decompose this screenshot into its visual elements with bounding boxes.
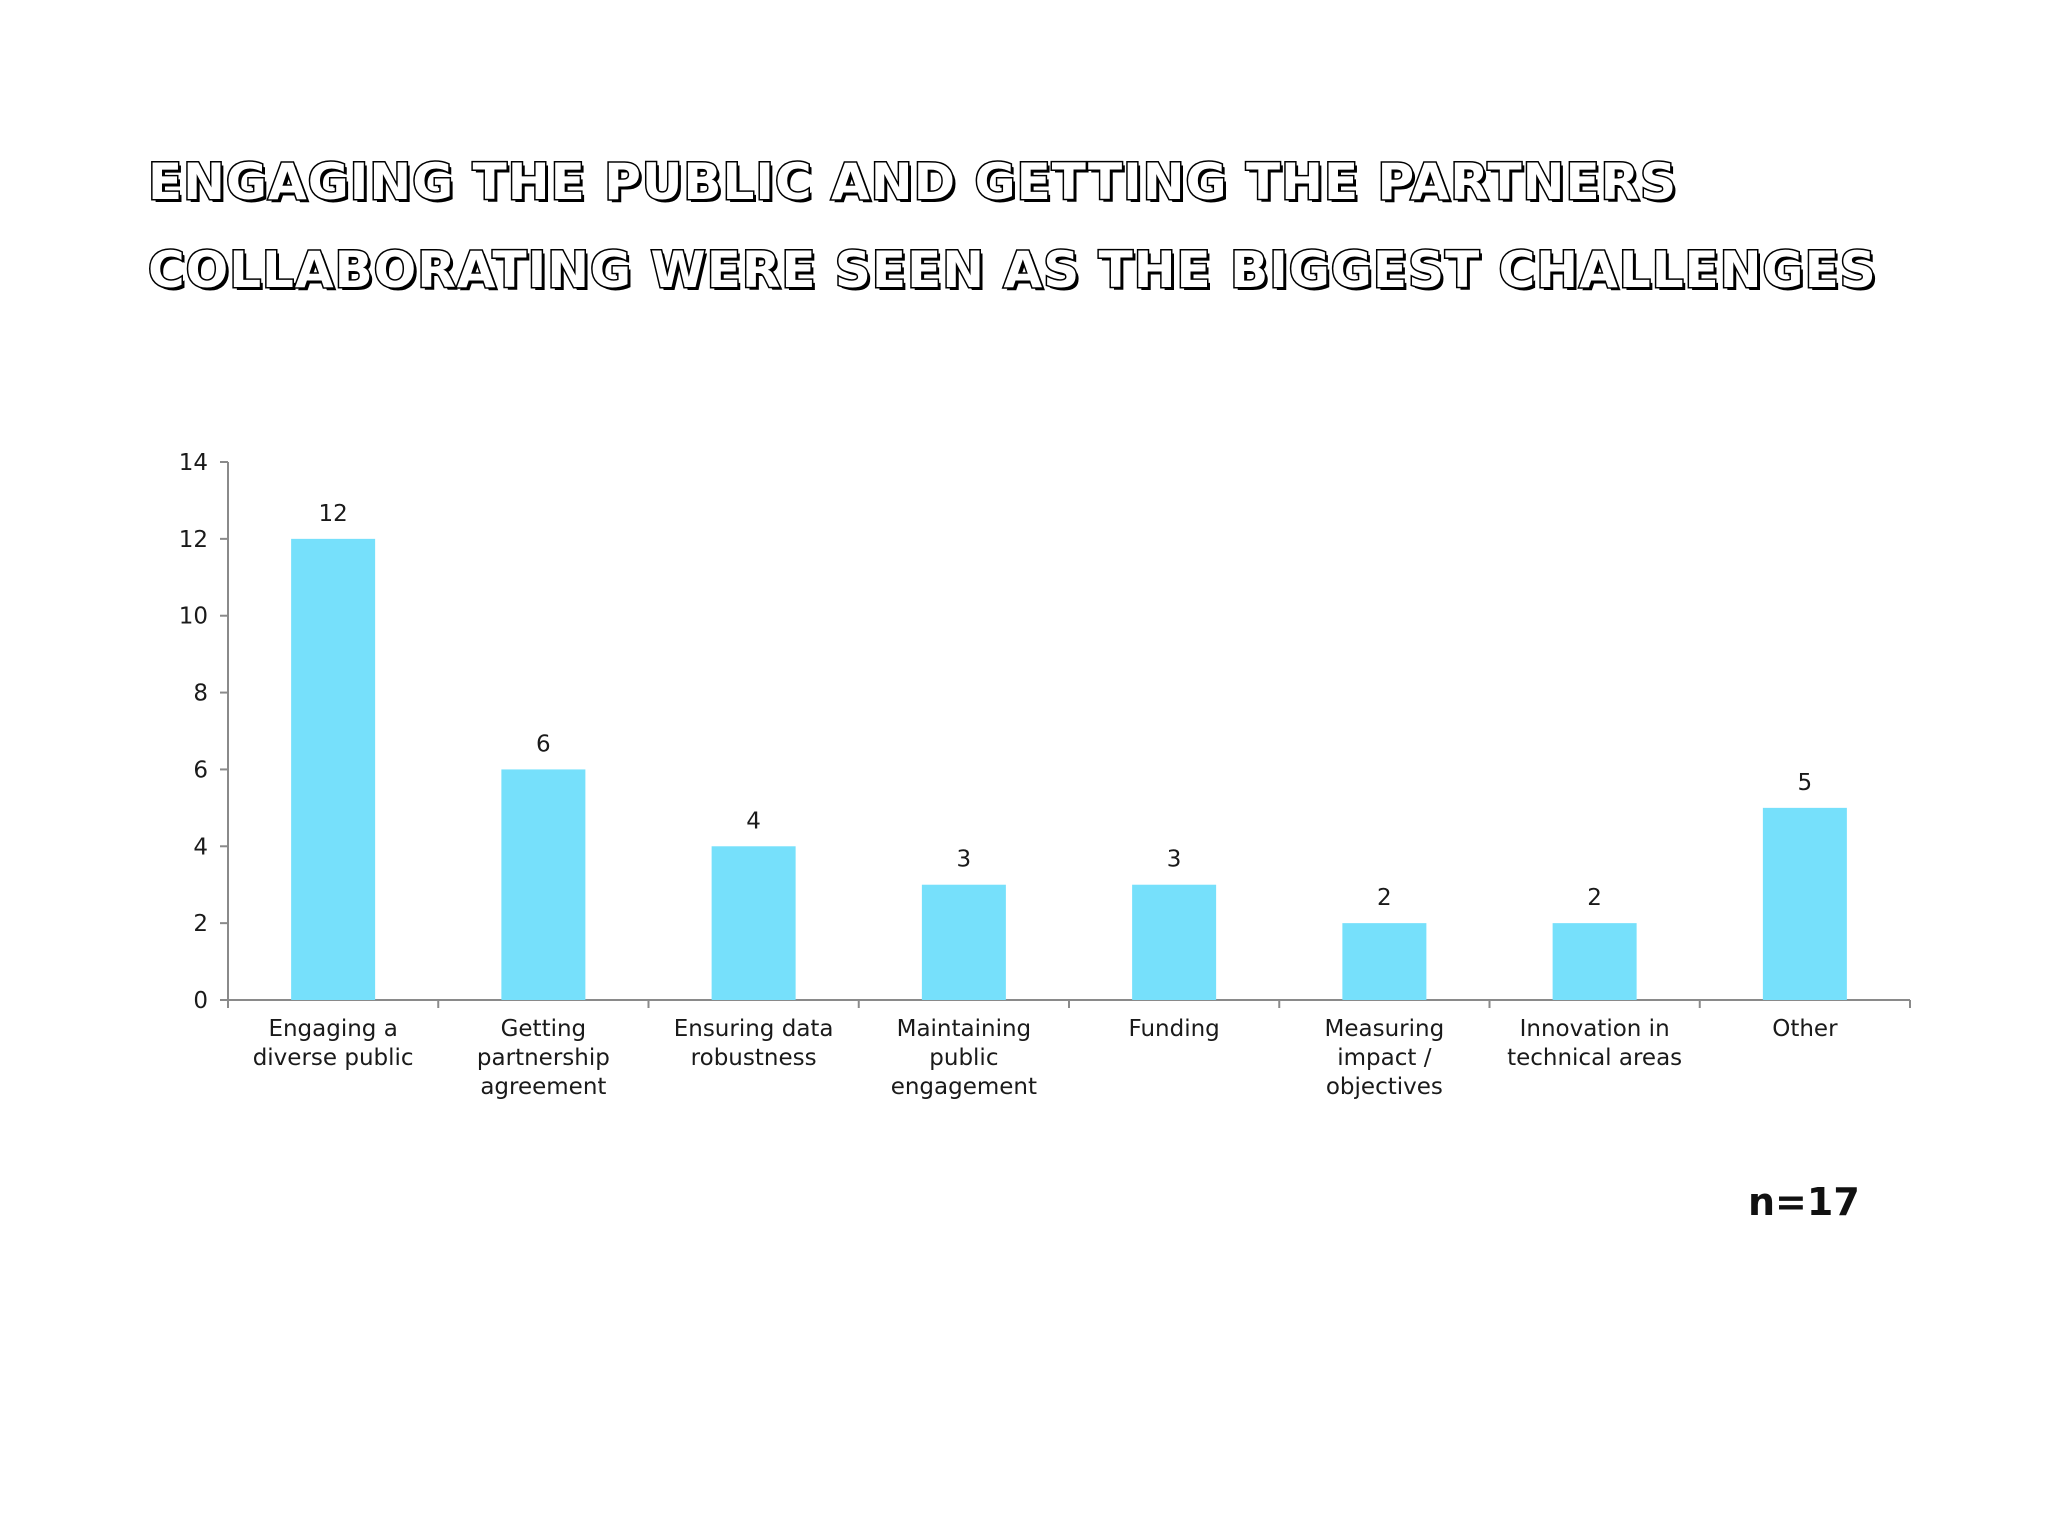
category-labels: Engaging a diverse public Getting partnersh… [253, 1016, 1838, 1100]
x-axis [227, 999, 1911, 1008]
chart-title: Engaging the public and getting the part… [147, 138, 2008, 314]
sample-size-note: n=17 [1748, 1180, 1860, 1224]
category-label-line: Maintaining [897, 1016, 1032, 1042]
bar [291, 538, 376, 1000]
category-label-line: engagement [891, 1074, 1037, 1100]
y-tick-label: 10 [179, 604, 208, 630]
chart-title-line-2: collaborating were seen as the biggest c… [147, 240, 1878, 301]
bar [921, 884, 1006, 1000]
category-label-line: Engaging a [268, 1016, 397, 1042]
bar [1342, 923, 1427, 1000]
y-tick-label: 4 [193, 834, 208, 860]
bar [1552, 923, 1637, 1000]
data-label: 5 [1798, 770, 1813, 796]
category-label-line: Measuring [1325, 1016, 1445, 1042]
data-label: 6 [536, 731, 551, 757]
y-axis: 0 2 4 6 8 10 12 14 [179, 450, 229, 1014]
category-label-line: Funding [1128, 1016, 1219, 1042]
data-label: 2 [1377, 885, 1392, 911]
category-label-line: technical areas [1507, 1045, 1682, 1071]
category-label-line: impact / [1337, 1045, 1431, 1071]
category-label-line: agreement [480, 1074, 606, 1100]
bars [291, 538, 1847, 1000]
bar [711, 846, 796, 1000]
data-labels: 12 6 4 3 3 2 2 5 [318, 501, 1812, 911]
data-label: 2 [1587, 885, 1602, 911]
data-label: 12 [318, 501, 347, 527]
data-label: 3 [957, 847, 972, 873]
category-label-line: partnership [477, 1045, 610, 1071]
category-label: Measuring impact / objectives [1325, 1016, 1445, 1100]
category-label: Innovation in technical areas [1507, 1016, 1682, 1071]
y-tick-label: 8 [193, 681, 208, 707]
y-tick-label: 6 [193, 757, 208, 783]
y-tick-label: 14 [179, 450, 208, 476]
category-label: Getting partnership agreement [477, 1016, 610, 1100]
y-tick-label: 2 [193, 911, 208, 937]
category-label-line: objectives [1326, 1074, 1443, 1100]
category-label-line: robustness [691, 1045, 817, 1071]
y-tick-label: 12 [179, 527, 208, 553]
data-label: 4 [746, 808, 761, 834]
chart-title-line-1: Engaging the public and getting the part… [147, 152, 1678, 213]
category-label-line: diverse public [253, 1045, 414, 1071]
category-label-line: Ensuring data [674, 1016, 834, 1042]
data-label: 3 [1167, 847, 1182, 873]
category-label-line: Innovation in [1520, 1016, 1670, 1042]
category-label: Ensuring data robustness [674, 1016, 834, 1071]
y-tick-label: 0 [193, 988, 208, 1014]
category-label: Funding [1128, 1016, 1219, 1042]
category-label-line: Getting [501, 1016, 587, 1042]
category-label: Engaging a diverse public [253, 1016, 414, 1071]
category-label-line: public [929, 1045, 998, 1071]
category-label: Other [1772, 1016, 1838, 1042]
category-label: Maintaining public engagement [891, 1016, 1037, 1100]
bar [1762, 807, 1847, 1000]
bar [1132, 884, 1217, 1000]
category-label-line: Other [1772, 1016, 1838, 1042]
bar [501, 769, 586, 1000]
